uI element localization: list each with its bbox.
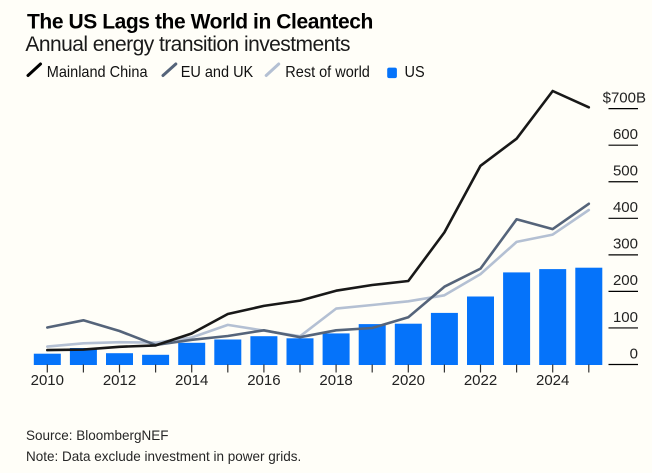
svg-text:EU and UK: EU and UK (181, 63, 254, 81)
svg-text:The US Lags the World in Clean: The US Lags the World in Cleantech (27, 11, 373, 34)
svg-text:Source: BloombergNEF: Source: BloombergNEF (26, 427, 168, 443)
svg-text:2012: 2012 (103, 372, 136, 389)
svg-text:2024: 2024 (536, 372, 569, 389)
svg-text:2018: 2018 (319, 372, 352, 389)
svg-text:600: 600 (613, 126, 638, 143)
svg-text:0: 0 (630, 345, 638, 362)
svg-text:$700B: $700B (603, 90, 646, 107)
svg-text:100: 100 (613, 309, 638, 326)
svg-text:2014: 2014 (175, 372, 208, 389)
svg-text:200: 200 (613, 272, 638, 289)
svg-text:Note: Data exclude investment: Note: Data exclude investment in power g… (26, 447, 301, 463)
svg-text:Rest of world: Rest of world (285, 63, 370, 81)
svg-text:2020: 2020 (392, 372, 425, 389)
svg-text:300: 300 (613, 236, 638, 253)
svg-text:Mainland China: Mainland China (47, 63, 148, 81)
svg-text:2022: 2022 (464, 372, 497, 389)
svg-text:2016: 2016 (247, 372, 280, 389)
svg-text:400: 400 (613, 199, 638, 216)
svg-text:Annual energy transition inves: Annual energy transition investments (25, 33, 350, 56)
svg-text:2010: 2010 (31, 372, 64, 389)
svg-text:US: US (405, 63, 425, 81)
svg-text:500: 500 (613, 163, 638, 180)
